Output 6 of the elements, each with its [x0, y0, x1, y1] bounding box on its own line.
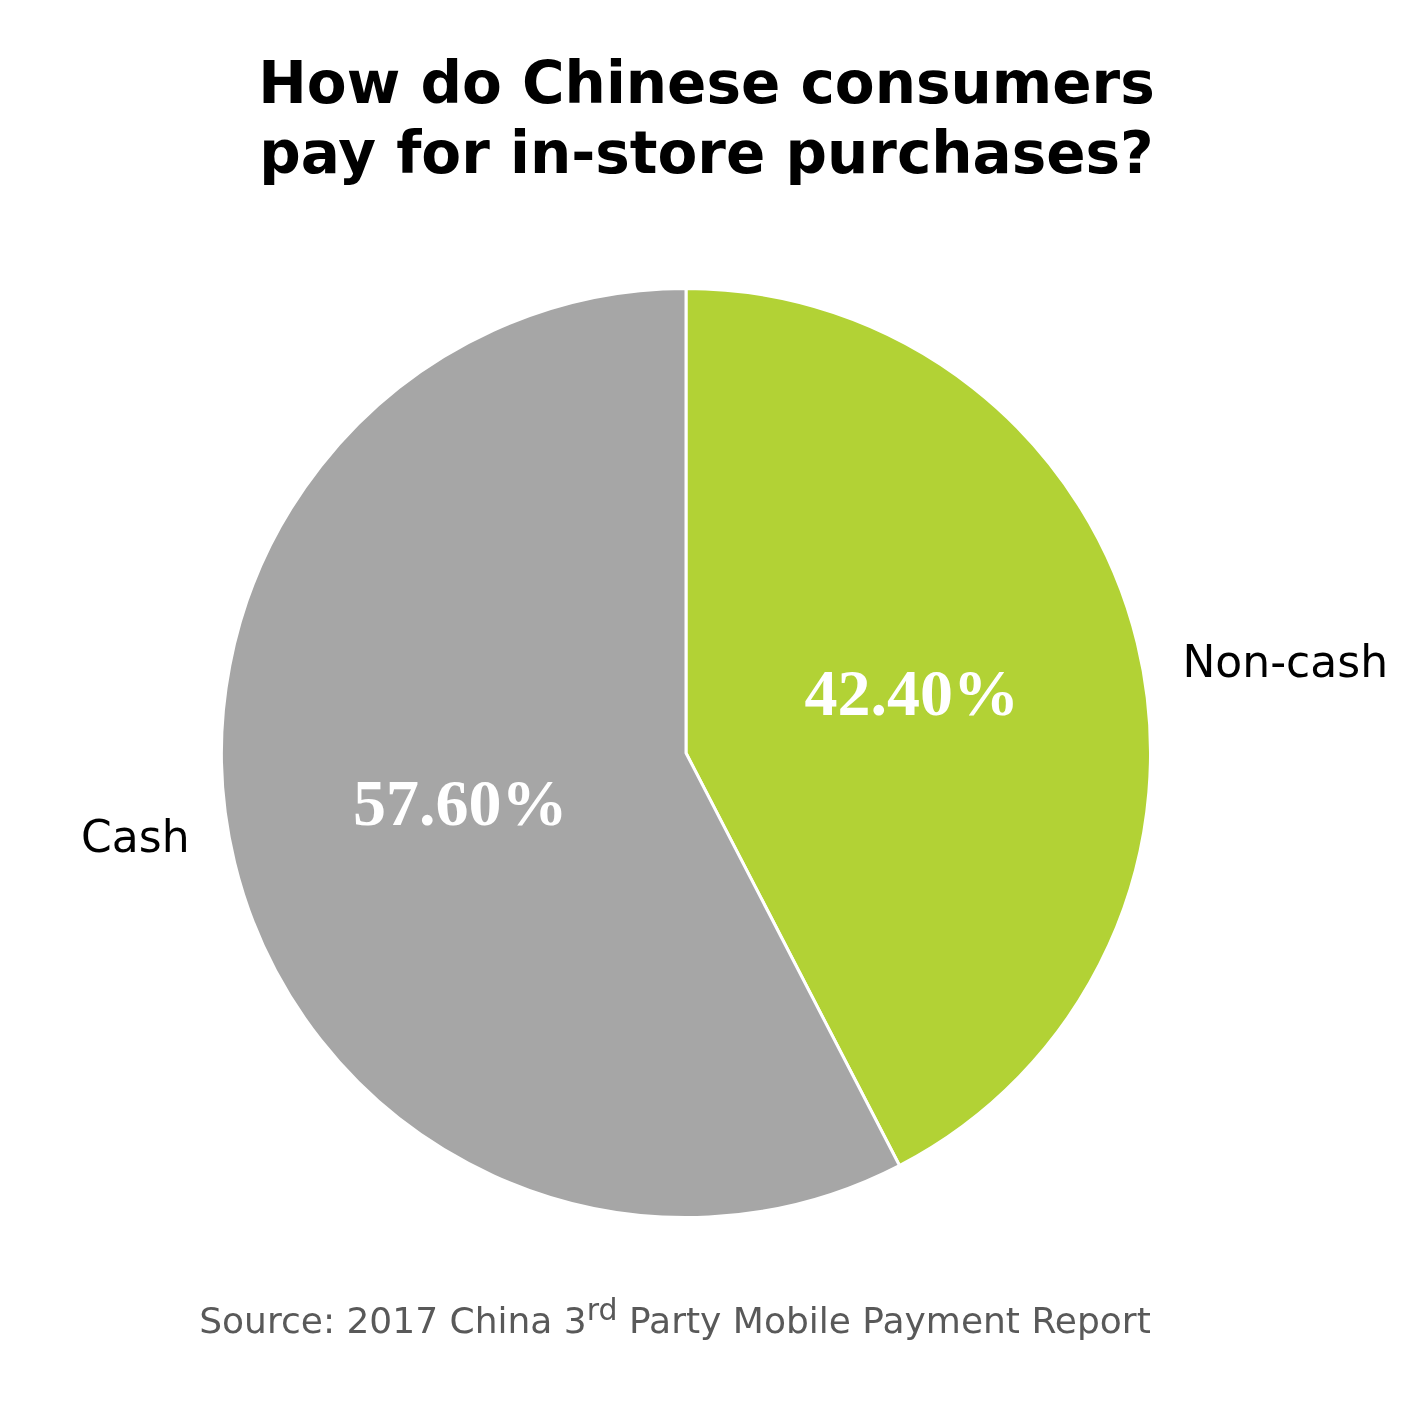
data-label: 57.60%	[353, 765, 568, 839]
slice-label: Cash	[81, 811, 190, 863]
data-label: 42.40%	[804, 656, 1019, 730]
source-note: Source: 2017 China 3$^{rd}$ Party Mobile Payment Report	[198, 1292, 1152, 1341]
chart-title: How do Chinese consumers pay for in-store purchases?	[257, 48, 1156, 188]
slice-label: Non-cash	[1182, 635, 1389, 687]
